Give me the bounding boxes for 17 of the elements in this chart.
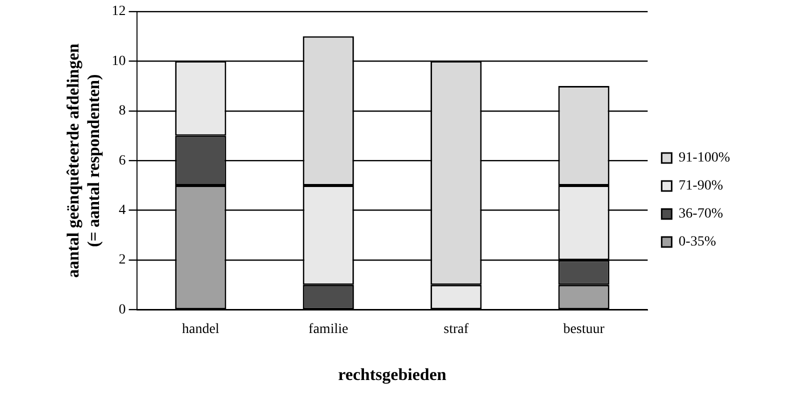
legend-label: 71-90% [678, 178, 724, 194]
x-axis-title: rechtsgebieden [338, 365, 447, 384]
y-tick-label: 10 [112, 54, 126, 69]
y-tick-label: 8 [118, 104, 126, 119]
y-axis-title: aantal geënquêteerde afdelingen (= aantal respondenten) [64, 42, 103, 278]
y-tick-label: 2 [118, 252, 126, 268]
y-tick-label: 12 [112, 4, 126, 20]
x-tick-label: handel [182, 322, 220, 337]
legend-label: 36-70% [678, 206, 724, 222]
x-tick-label: straf [444, 322, 469, 337]
y-tick-label: 0 [118, 302, 126, 318]
legend-label: 0-35% [678, 234, 716, 250]
legend-label: 91-100% [678, 150, 730, 166]
x-tick-label: bestuur [563, 322, 605, 337]
y-tick-label: 6 [118, 153, 126, 168]
y-tick-label: 4 [118, 203, 126, 218]
x-tick-label: familie [308, 322, 348, 337]
